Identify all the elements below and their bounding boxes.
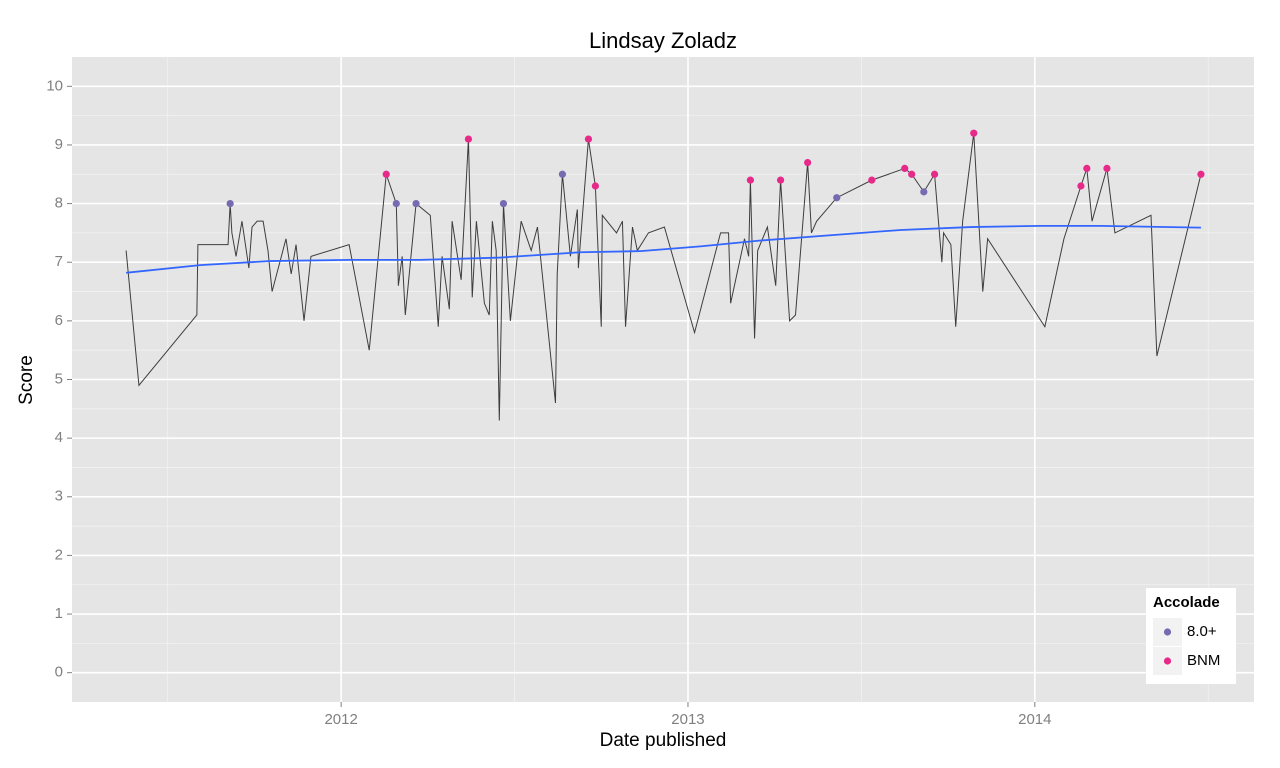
y-tick-label: 2	[55, 546, 63, 563]
point	[930, 170, 939, 178]
y-tick-label: 9	[55, 136, 63, 153]
legend-marker	[1163, 628, 1172, 636]
grid	[72, 57, 1254, 702]
y-tick-label: 5	[55, 370, 63, 387]
point	[584, 135, 593, 143]
point	[382, 170, 390, 178]
point	[804, 158, 812, 167]
series-line	[126, 224, 1201, 274]
point	[970, 129, 978, 137]
legend-title: Accolade	[1153, 594, 1220, 611]
x-tick-label: 2012	[324, 711, 357, 728]
y-tick-label: 1	[55, 605, 63, 622]
y-tick-label: 7	[55, 253, 63, 270]
y-tick-label: 3	[55, 488, 63, 505]
y-tick-label: 8	[55, 195, 63, 212]
legend-label: BNM	[1187, 652, 1220, 669]
point	[1077, 182, 1085, 190]
y-tick-label: 10	[46, 77, 63, 94]
legend: Accolade 8.0+ BNM	[1146, 588, 1236, 684]
marks	[125, 129, 1205, 421]
point	[776, 176, 785, 184]
point	[901, 164, 909, 173]
y-tick-label: 0	[55, 664, 63, 681]
series-line	[125, 133, 1202, 421]
y-axis-title: Score	[16, 355, 37, 405]
y-tick-label: 4	[55, 429, 63, 446]
point	[833, 194, 841, 202]
point	[1083, 164, 1091, 173]
point	[868, 176, 876, 184]
x-axis-title: Date published	[600, 730, 727, 751]
point	[392, 199, 400, 208]
point	[908, 170, 916, 178]
point	[920, 188, 928, 196]
legend-label: 8.0+	[1187, 623, 1217, 640]
x-tick-label: 2014	[1018, 711, 1051, 728]
point	[558, 170, 567, 178]
point	[412, 199, 420, 208]
point	[591, 182, 599, 190]
point	[226, 199, 234, 208]
point	[464, 135, 473, 143]
point	[746, 176, 755, 184]
point	[1197, 170, 1205, 178]
chart-title: Lindsay Zoladz	[589, 28, 737, 53]
y-tick-label: 6	[55, 312, 63, 329]
point	[499, 199, 508, 208]
x-tick-label: 2013	[671, 711, 704, 728]
point	[1103, 164, 1111, 173]
legend-marker	[1163, 657, 1172, 665]
